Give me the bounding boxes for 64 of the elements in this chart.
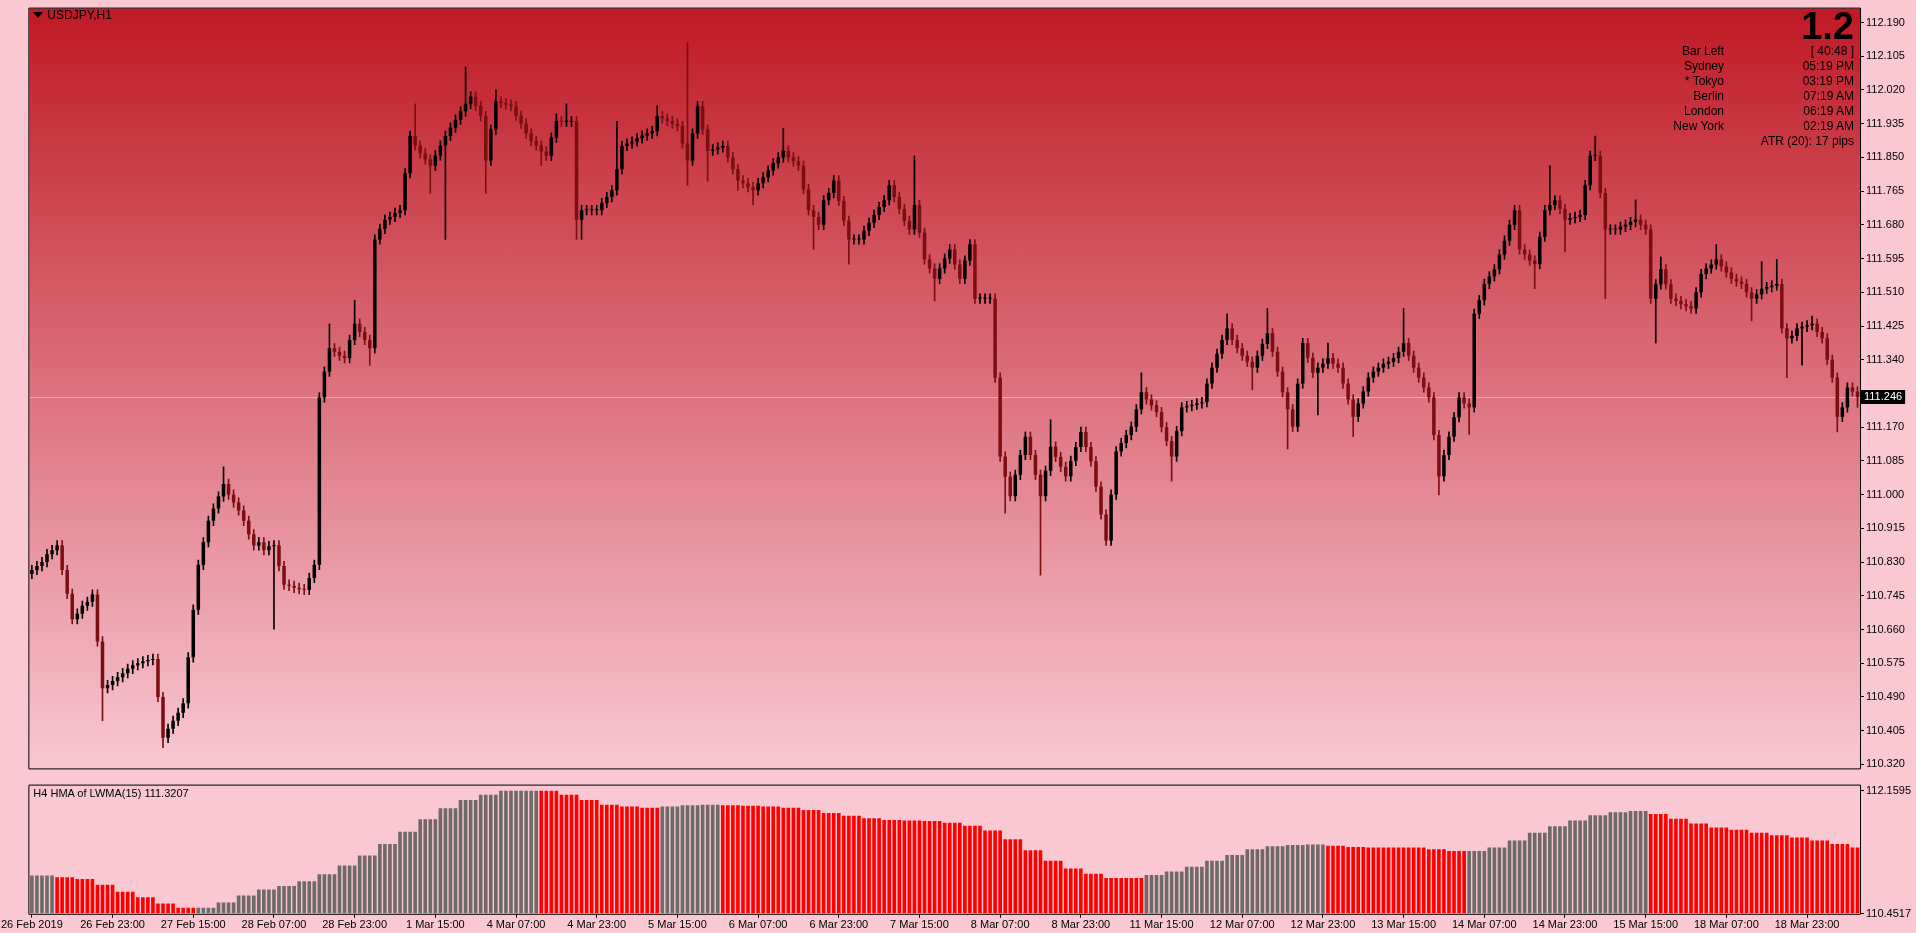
annotation: 07:19 AM [1802,89,1854,104]
annotation: Sydney [1682,59,1724,74]
chart-title: H4 HMA of LWMA(15) 111.3207 [33,787,189,799]
x-tick-label: 12 Mar 07:00 [1209,918,1275,931]
annotation: 02:19 AM [1802,119,1854,134]
y-tick-label: 110.915 [1866,521,1905,534]
x-tick-label: 5 Mar 15:00 [648,918,707,931]
y-tick-label: 110.320 [1866,757,1905,770]
annotation: Bar Left [1680,44,1724,59]
annotation: [ 40:48 ] [1809,44,1854,59]
x-tick-label: 1 Mar 15:00 [405,918,465,931]
y-tick-label: 111.680 [1866,217,1905,230]
y-tick-label: 111.510 [1866,285,1905,298]
annotation: Berlin [1692,89,1724,104]
x-tick-label: 8 Mar 23:00 [1051,918,1111,931]
x-tick-label: 6 Mar 23:00 [809,918,869,931]
y-tick-label: 111.935 [1866,116,1905,129]
annotation: New York [1673,119,1724,134]
y-tick-label: 110.745 [1866,588,1905,601]
y-tick-label: 111.595 [1866,251,1905,264]
y-tick-label: 112.105 [1866,49,1905,62]
x-tick-label: 14 Mar 23:00 [1532,918,1598,931]
x-tick-label: 4 Mar 07:00 [486,918,546,931]
annotation: 05:19 PM [1801,59,1854,74]
annotation: 1.2 [1800,5,1854,47]
x-tick-label: 6 Mar 07:00 [728,918,788,931]
annotation: ATR (20): 17 pips [1759,134,1854,149]
x-tick-label: 27 Feb 15:00 [160,918,226,931]
y-tick-label: 110.4517 [1866,906,1912,919]
ref-line-label: 111.246 [1864,390,1903,403]
x-tick-label: 26 Feb 2019 [1,918,63,931]
chart-title: USDJPY,H1 [47,8,112,22]
x-tick-label: 14 Mar 07:00 [1451,918,1517,931]
y-tick-label: 111.850 [1866,150,1905,163]
x-tick-label: 7 Mar 15:00 [890,918,949,931]
annotation: 03:19 PM [1801,74,1854,89]
x-tick-label: 11 Mar 15:00 [1129,918,1194,931]
x-tick-label: 18 Mar 23:00 [1774,918,1840,931]
y-tick-label: 111.000 [1866,487,1905,500]
y-tick-label: 110.490 [1866,690,1905,703]
x-tick-label: 8 Mar 07:00 [970,918,1030,931]
annotation: 06:19 AM [1802,104,1854,119]
x-tick-label: 28 Feb 23:00 [322,918,388,931]
x-tick-label: 4 Mar 23:00 [567,918,627,931]
y-tick-label: 111.425 [1866,319,1905,332]
y-tick-label: 112.190 [1866,15,1905,28]
y-tick-label: 110.830 [1866,555,1905,568]
y-tick-label: 110.575 [1866,656,1905,669]
y-tick-label: 110.660 [1866,622,1905,635]
annotation: London [1682,104,1724,119]
x-tick-label: 28 Feb 07:00 [241,918,307,931]
x-tick-label: 15 Mar 15:00 [1613,918,1679,931]
y-tick-label: 112.1595 [1866,783,1912,796]
x-tick-label: 18 Mar 07:00 [1693,918,1759,931]
x-tick-label: 13 Mar 15:00 [1371,918,1437,931]
y-tick-label: 112.020 [1866,82,1905,95]
annotation: * Tokyo [1683,74,1724,89]
x-tick-label: 12 Mar 23:00 [1290,918,1356,931]
y-tick-label: 111.085 [1866,453,1905,466]
y-tick-label: 111.340 [1866,352,1905,365]
x-tick-label: 26 Feb 23:00 [80,918,145,931]
y-tick-label: 111.170 [1866,420,1905,433]
y-tick-label: 110.405 [1866,723,1905,736]
y-tick-label: 111.765 [1866,184,1905,197]
